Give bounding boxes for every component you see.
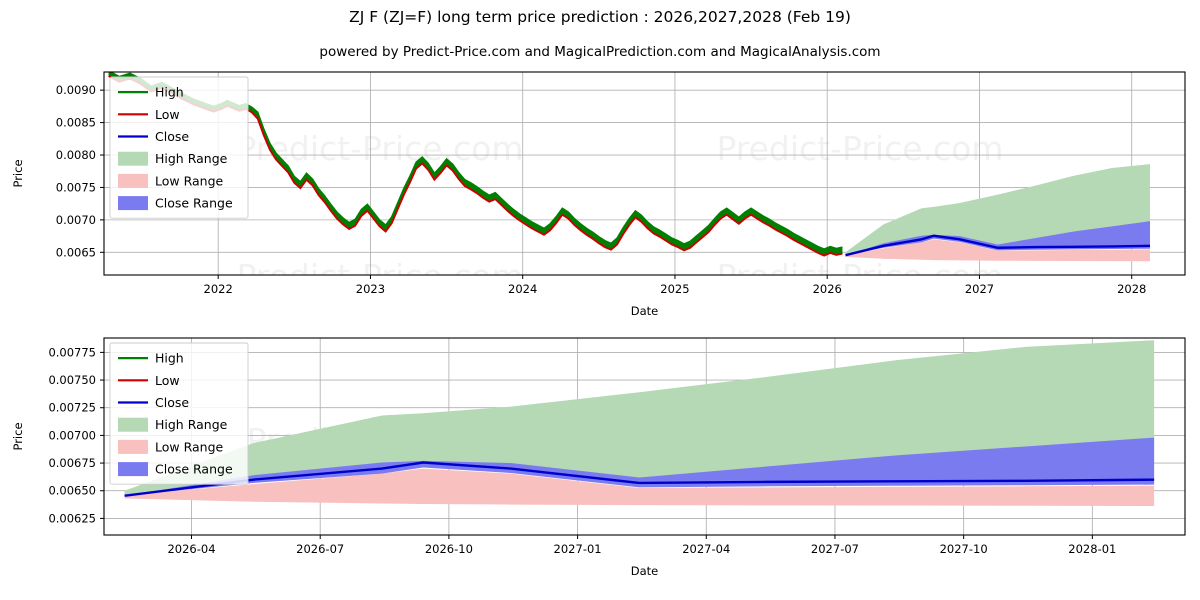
page-subtitle: powered by Predict-Price.com and Magical…: [319, 44, 881, 60]
legend-patch-swatch: [118, 417, 148, 432]
x-tick-label: 2027-10: [940, 542, 988, 556]
legend-item-label: Close: [155, 395, 189, 410]
page-title: ZJ F (ZJ=F) long term price prediction :…: [349, 8, 851, 26]
legend-item: Close Range: [118, 196, 233, 211]
x-tick-label: 2023: [356, 282, 385, 296]
legend-item: Low: [118, 373, 180, 388]
legend-item: Close: [118, 395, 189, 410]
top-chart-panel: Predict-Price.com Predict-Price.com Predic…: [11, 71, 1186, 318]
x-tick-label: 2022: [204, 282, 233, 296]
legend-item-label: High: [155, 351, 184, 366]
legend-item: High Range: [118, 417, 228, 432]
x-tick-label: 2025: [660, 282, 689, 296]
legend-item: Close: [118, 129, 189, 144]
x-tick-label: 2026: [813, 282, 842, 296]
legend-item: Low Range: [118, 439, 224, 454]
bottom-chart-panel: Predict-Price.comPredict-Price.com0.0062…: [11, 337, 1186, 578]
y-axis-label: Price: [11, 422, 25, 450]
history-high-line: [109, 72, 843, 250]
legend-item-label: Close Range: [155, 462, 233, 477]
chart-legend: High Low Close High Range Low Range Close Ran…: [109, 342, 249, 485]
legend-item-label: High Range: [155, 417, 228, 432]
legend-item: High Range: [118, 151, 228, 166]
x-tick-label: 2027-04: [682, 542, 730, 556]
y-tick-label: 0.0080: [56, 148, 96, 162]
legend-patch-swatch: [118, 173, 148, 188]
y-tick-label: 0.0090: [56, 83, 96, 97]
x-tick-label: 2026-04: [167, 542, 215, 556]
legend-patch-swatch: [118, 439, 148, 454]
x-axis-label: Date: [631, 304, 659, 318]
history-low-line: [108, 75, 843, 257]
data-layer: [124, 340, 1155, 507]
plot-border: [103, 337, 1186, 536]
y-axis-label: Price: [11, 159, 25, 187]
y-tick-label: 0.0070: [56, 213, 96, 227]
x-axis-label: Date: [631, 564, 659, 578]
x-tick-label: 2026-10: [425, 542, 473, 556]
y-tick-label: 0.00700: [48, 428, 96, 442]
watermark-layer: Predict-Price.com Predict-Price.com Predic…: [236, 129, 1003, 296]
legend-item-label: Low Range: [155, 439, 224, 454]
legend-item-label: Low Range: [155, 173, 224, 188]
legend-item-label: Close Range: [155, 196, 233, 211]
legend-patch-swatch: [118, 196, 148, 211]
x-tick-label: 2024: [508, 282, 537, 296]
legend-item: Low Range: [118, 173, 224, 188]
x-tick-label: 2026-07: [296, 542, 344, 556]
chart-legend: High Low Close High Range Low Range Close Ran…: [109, 76, 249, 219]
close-forecast-line: [845, 234, 1151, 257]
legend-item: Close Range: [118, 462, 233, 477]
legend-item-label: High Range: [155, 151, 228, 166]
plot-border: [103, 71, 1186, 276]
legend-patch-swatch: [118, 462, 148, 477]
axis-ticks: 0.0065 0.0070 0.0075 0.0080 0.0085 0.0090 2022…: [56, 83, 1147, 296]
legend-item: Low: [118, 107, 180, 122]
data-layer: [108, 72, 1151, 262]
watermark-text: Predict-Price.com: [716, 129, 1003, 168]
close-forecast-line: [124, 461, 1155, 497]
low-range-band: [124, 468, 1155, 507]
legend-item-label: Low: [155, 107, 180, 122]
y-tick-label: 0.00750: [48, 373, 96, 387]
low-range-band: [845, 239, 1150, 262]
legend-item-label: Low: [155, 373, 180, 388]
watermark-text: Predict-Price.com: [236, 257, 523, 296]
legend-item: High: [118, 351, 184, 366]
y-tick-label: 0.00775: [48, 345, 96, 359]
y-tick-label: 0.00725: [48, 401, 96, 415]
legend-item: High: [118, 85, 184, 100]
watermark-text: Predict-Price.com: [716, 257, 1003, 296]
axis-ticks: 0.00625 0.00650 0.00675 0.00700 0.00725 0.007…: [48, 345, 1116, 556]
y-tick-label: 0.0085: [56, 116, 96, 130]
y-tick-label: 0.00675: [48, 456, 96, 470]
legend-item-label: Close: [155, 129, 189, 144]
legend-patch-swatch: [118, 151, 148, 166]
x-tick-label: 2028-01: [1068, 542, 1116, 556]
x-tick-label: 2027-07: [811, 542, 859, 556]
y-tick-label: 0.0065: [56, 245, 96, 259]
x-tick-label: 2028: [1117, 282, 1146, 296]
x-tick-label: 2027-01: [554, 542, 602, 556]
y-tick-label: 0.00650: [48, 484, 96, 498]
x-tick-label: 2027: [965, 282, 994, 296]
y-tick-label: 0.00625: [48, 511, 96, 525]
legend-item-label: High: [155, 85, 184, 100]
y-tick-label: 0.0075: [56, 180, 96, 194]
